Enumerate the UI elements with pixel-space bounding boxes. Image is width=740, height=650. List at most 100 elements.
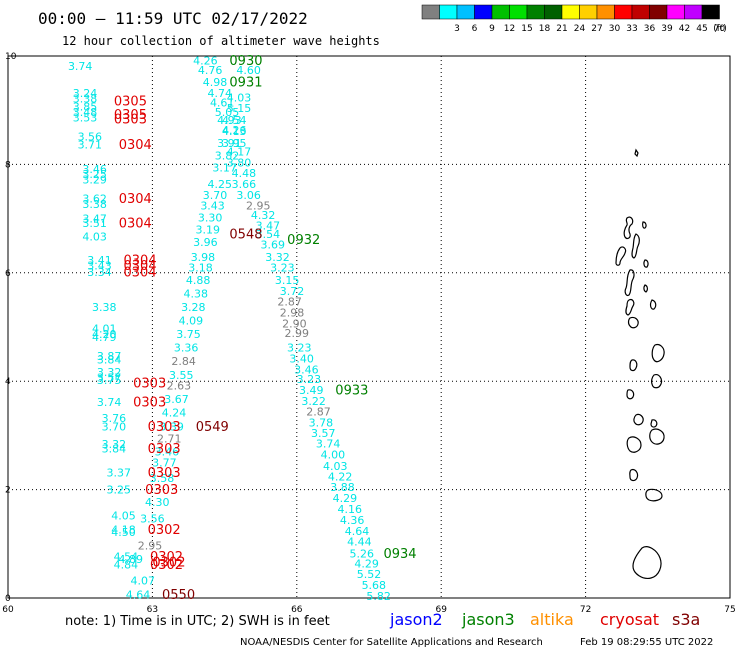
wave-height-value: 3.98 xyxy=(191,251,216,264)
pass-time-label: 0931 xyxy=(229,76,262,91)
latitude-tick-label: 2 xyxy=(5,486,11,496)
wave-height-value: 4.84 xyxy=(114,558,139,571)
wave-height-value: 4.98 xyxy=(203,76,228,89)
wave-height-value: 2.87 xyxy=(306,406,331,419)
wave-height-value: 3.43 xyxy=(87,259,112,272)
satellite-legend: jason2 jason3 altika cryosat s3a xyxy=(389,610,700,629)
wave-height-value: 4.13 xyxy=(222,125,247,138)
wave-height-value: 4.00 xyxy=(321,448,346,461)
longitude-tick-label: 75 xyxy=(724,605,735,615)
pass-time-label: 0304 xyxy=(124,265,157,280)
wave-height-value: 4.64 xyxy=(345,525,370,538)
wave-height-observations: 3.743.243.383.853.483.533.563.713.463.25… xyxy=(68,54,391,602)
color-scale-swatch xyxy=(596,4,615,20)
island-outline xyxy=(651,374,663,389)
wave-height-value: 3.80 xyxy=(227,156,252,169)
color-scale-label: 21 xyxy=(556,24,567,34)
wave-height-value: 4.93 xyxy=(217,114,242,127)
longitude-tick-label: 69 xyxy=(435,605,447,615)
wave-height-value: 5.82 xyxy=(366,590,391,603)
map-subtitle: 12 hour collection of altimeter wave hei… xyxy=(62,34,380,48)
wave-height-value: 3.48 xyxy=(73,106,98,119)
wave-height-value: 4.36 xyxy=(340,514,365,527)
pass-time-label: 0303 xyxy=(133,395,166,410)
pass-time-label: 0304 xyxy=(119,217,152,232)
island-outline xyxy=(632,546,662,579)
satellite-legend-item: cryosat xyxy=(600,610,659,629)
wave-height-value: 3.84 xyxy=(102,442,127,455)
wave-height-value: 5.68 xyxy=(362,579,387,592)
wave-height-value: 4.20 xyxy=(92,328,117,341)
wave-height-value: 4.18 xyxy=(111,523,136,536)
wave-height-value: 4.29 xyxy=(354,557,379,570)
pass-time-label: 0304 xyxy=(119,138,152,153)
island-outline xyxy=(623,216,634,240)
satellite-legend-item: jason3 xyxy=(461,610,515,629)
wave-height-value: 3.25 xyxy=(82,168,107,181)
wave-height-value: 4.03 xyxy=(82,231,107,244)
wave-height-value: 3.36 xyxy=(174,342,199,355)
wave-height-value: 2.90 xyxy=(282,317,307,330)
color-scale-label: 3 xyxy=(454,24,460,34)
wave-height-value: 3.57 xyxy=(97,371,122,384)
satellite-pass-labels: 0930 0931 0932 0933 0934 0548 0549 0550 03050305… xyxy=(114,54,417,603)
wave-height-value: 3.32 xyxy=(265,251,290,264)
wave-height-value: 3.56 xyxy=(78,130,103,143)
wave-height-value: 5.15 xyxy=(227,102,252,115)
island-outline xyxy=(649,428,665,445)
island-outline xyxy=(615,246,627,266)
wave-height-value: 4.25 xyxy=(208,178,233,191)
wave-height-value: 3.25 xyxy=(106,484,131,497)
color-scale-swatch xyxy=(456,4,475,20)
island-outline xyxy=(645,488,663,502)
wave-height-value: 3.38 xyxy=(82,198,107,211)
wave-height-value: 4.79 xyxy=(92,331,117,344)
wave-height-value: 3.43 xyxy=(200,200,225,213)
wave-height-value: 3.84 xyxy=(97,354,122,367)
map-axis-ticks: 60 63 66 69 72 75 0 2 4 6 8 10 xyxy=(2,52,735,615)
wave-height-value: 3.74 xyxy=(97,396,122,409)
wave-height-value: 3.38 xyxy=(92,301,117,314)
color-scale-label: 36 xyxy=(644,24,656,34)
wave-height-value: 3.47 xyxy=(82,213,107,226)
wave-height-value: 3.32 xyxy=(97,366,122,379)
wave-height-value: 3.57 xyxy=(311,427,336,440)
wave-height-value: 3.95 xyxy=(222,137,247,150)
footer-note: note: 1) Time is in UTC; 2) SWH is in fe… xyxy=(65,614,330,629)
color-scale-swatch xyxy=(439,4,458,20)
wave-height-value: 3.87 xyxy=(97,350,122,363)
island-outline xyxy=(629,359,638,372)
wave-height-value: 3.40 xyxy=(289,353,314,366)
wave-height-value: 3.23 xyxy=(287,342,312,355)
wave-height-value: 5.26 xyxy=(350,548,375,561)
wave-height-value: 4.07 xyxy=(131,575,156,588)
wave-height-value: 3.82 xyxy=(215,149,240,162)
island-outline xyxy=(625,298,635,316)
wave-height-value: 4.38 xyxy=(183,287,208,300)
wave-height-value: 4.50 xyxy=(111,526,136,539)
wave-height-value: 4.03 xyxy=(323,460,348,473)
wave-height-value: 3.56 xyxy=(140,512,165,525)
color-scale-label: 33 xyxy=(626,24,637,34)
pass-time-label: 0930 xyxy=(229,54,262,69)
maldives-coastline xyxy=(615,148,665,579)
wave-height-value: 3.39 xyxy=(159,420,184,433)
wave-height-value: 4.54 xyxy=(114,550,139,563)
island-outline xyxy=(626,389,635,400)
wave-height-value: 3.55 xyxy=(169,369,194,382)
color-scale-swatch xyxy=(579,4,598,20)
wave-height-value: 4.54 xyxy=(222,114,247,127)
wave-height-value: 4.03 xyxy=(227,91,252,104)
wave-height-value: 3.49 xyxy=(299,384,324,397)
wave-height-value: 3.29 xyxy=(82,174,107,187)
wave-height-value: 4.61 xyxy=(210,97,235,110)
map-border xyxy=(7,55,731,599)
wave-height-value: 3.47 xyxy=(256,220,281,233)
wave-height-value: 3.30 xyxy=(198,212,223,225)
wave-height-value: 3.58 xyxy=(150,472,175,485)
wave-height-value: 3.15 xyxy=(275,274,300,287)
wave-height-value: 3.70 xyxy=(102,420,127,433)
pass-time-label: 0550 xyxy=(162,588,195,603)
wave-height-value: 4.76 xyxy=(198,64,223,77)
